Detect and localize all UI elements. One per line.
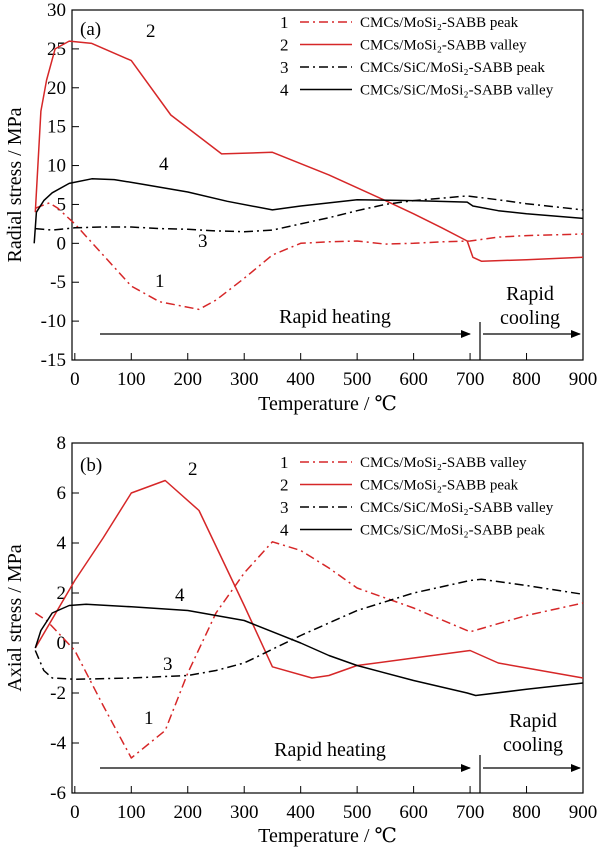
series-line-2 xyxy=(34,40,584,262)
series-line-2 xyxy=(34,479,584,679)
x-tick-label: 700 xyxy=(456,802,485,823)
curve-number-labels: 1 2 3 4 xyxy=(146,21,208,292)
x-tick-label: 500 xyxy=(343,802,372,823)
series-line-4 xyxy=(33,178,584,244)
curve-label-1: 1 xyxy=(155,271,165,292)
x-tick-label: 200 xyxy=(174,802,203,823)
series-line-3 xyxy=(34,578,584,681)
legend-number: 1 xyxy=(280,453,289,472)
y-tick-label: -4 xyxy=(50,733,66,754)
legend-number: 2 xyxy=(280,36,289,55)
curve-label-2: 2 xyxy=(188,459,198,480)
x-tick-label: 100 xyxy=(117,802,146,823)
x-tick-label: 700 xyxy=(456,369,485,390)
x-tick-label: 800 xyxy=(512,802,541,823)
legend: 1 CMCs/MoSi₂-SABB peak 2 CMCs/MoSi₂-SABB va… xyxy=(280,13,554,100)
y-tick-label: 5 xyxy=(57,194,67,215)
series-line-4 xyxy=(34,603,584,697)
x-tick-label: 400 xyxy=(286,802,315,823)
y-axis-ticks: -6 -4 -2 0 2 4 6 8 xyxy=(50,433,79,804)
y-tick-label: 2 xyxy=(57,583,67,604)
y-tick-label: 15 xyxy=(47,117,66,138)
series-lines xyxy=(34,479,584,759)
y-tick-label: 20 xyxy=(47,78,66,99)
y-tick-label: -15 xyxy=(41,350,66,371)
legend: 1 CMCs/MoSi₂-SABB valley 2 CMCs/MoSi₂-SABB … xyxy=(280,453,554,540)
x-tick-label: 100 xyxy=(117,369,146,390)
legend-label: CMCs/MoSi₂-SABB valley xyxy=(360,455,527,471)
x-tick-label: 800 xyxy=(512,369,541,390)
cooling-label: Rapid cooling xyxy=(503,710,563,756)
legend-label: CMCs/SiC/MoSi₂-SABB valley xyxy=(360,500,554,516)
x-tick-label: 300 xyxy=(230,802,259,823)
x-tick-label: 600 xyxy=(399,369,428,390)
panel-label: (a) xyxy=(80,19,101,40)
curve-label-1: 1 xyxy=(144,708,154,729)
y-tick-label: -10 xyxy=(41,311,66,332)
series-line-1 xyxy=(35,202,584,311)
plot-frame xyxy=(71,442,584,794)
legend-number: 4 xyxy=(280,81,289,100)
y-tick-label: 25 xyxy=(47,39,66,60)
panel-label: (b) xyxy=(80,455,102,476)
x-tick-label: 300 xyxy=(230,369,259,390)
y-tick-label: 6 xyxy=(57,483,67,504)
axial-stress-chart: (b) -6 -4 -2 0 2 4 6 8 0 100 200 300 400 500 600 700 80… xyxy=(4,433,598,847)
plot-frame xyxy=(71,9,584,361)
y-tick-label: 30 xyxy=(47,0,66,21)
legend-label: CMCs/MoSi₂-SABB peak xyxy=(360,478,519,494)
legend-label: CMCs/MoSi₂-SABB valley xyxy=(360,38,527,54)
legend-label: CMCs/MoSi₂-SABB peak xyxy=(360,15,519,31)
legend-label: CMCs/SiC/MoSi₂-SABB peak xyxy=(360,60,545,76)
y-tick-label: 10 xyxy=(47,156,66,177)
x-tick-label: 500 xyxy=(343,369,372,390)
cooling-label: Rapid cooling xyxy=(500,283,560,329)
x-tick-label: 900 xyxy=(569,369,598,390)
x-axis-ticks: 0100200300400500600700800900800700600 xyxy=(70,353,598,390)
heating-label: Rapid heating xyxy=(274,739,386,761)
curve-label-3: 3 xyxy=(163,654,173,675)
x-tick-label: 0 xyxy=(70,369,80,390)
y-tick-label: -6 xyxy=(50,783,66,804)
x-tick-label: 900 xyxy=(569,802,598,823)
series-lines xyxy=(33,40,584,311)
x-axis-title: Temperature / ℃ xyxy=(258,393,397,415)
radial-stress-chart: (a) -15 -10 -5 0 5 10 15 20 25 30 0 100 200 300 400 50… xyxy=(4,0,598,415)
x-tick-label: 400 xyxy=(286,369,315,390)
y-tick-label: 0 xyxy=(57,233,67,254)
y-axis-title: Radial stress / MPa xyxy=(4,107,26,262)
x-tick-label: 600 xyxy=(399,802,428,823)
curve-number-labels: 1 2 3 4 xyxy=(144,459,198,729)
legend-label: CMCs/SiC/MoSi₂-SABB peak xyxy=(360,523,545,539)
legend-number: 1 xyxy=(280,13,289,32)
x-axis-title: Temperature / ℃ xyxy=(258,825,397,847)
legend-number: 3 xyxy=(280,498,289,517)
curve-label-2: 2 xyxy=(146,21,156,42)
y-tick-label: -2 xyxy=(50,683,66,704)
x-tick-label: 200 xyxy=(174,369,203,390)
curve-label-4: 4 xyxy=(175,585,185,606)
legend-label: CMCs/SiC/MoSi₂-SABB valley xyxy=(360,83,554,99)
curve-label-4: 4 xyxy=(159,154,169,175)
legend-number: 4 xyxy=(280,521,289,540)
x-tick-label: 0 xyxy=(70,802,80,823)
series-line-1 xyxy=(34,541,584,759)
series-line-3 xyxy=(35,195,584,233)
y-tick-label: 8 xyxy=(57,433,67,454)
y-tick-label: 4 xyxy=(57,533,67,554)
y-axis-title: Axial stress / MPa xyxy=(4,544,26,691)
heating-label: Rapid heating xyxy=(279,306,391,328)
legend-number: 2 xyxy=(280,476,289,495)
y-axis-ticks: -15 -10 -5 0 5 10 15 20 25 30 xyxy=(41,0,79,371)
y-tick-label: 0 xyxy=(57,633,67,654)
legend-number: 3 xyxy=(280,58,289,77)
x-axis-ticks: 0100200300400500600700800900800700600 xyxy=(70,786,598,823)
curve-label-3: 3 xyxy=(198,231,208,252)
y-tick-label: -5 xyxy=(50,272,66,293)
